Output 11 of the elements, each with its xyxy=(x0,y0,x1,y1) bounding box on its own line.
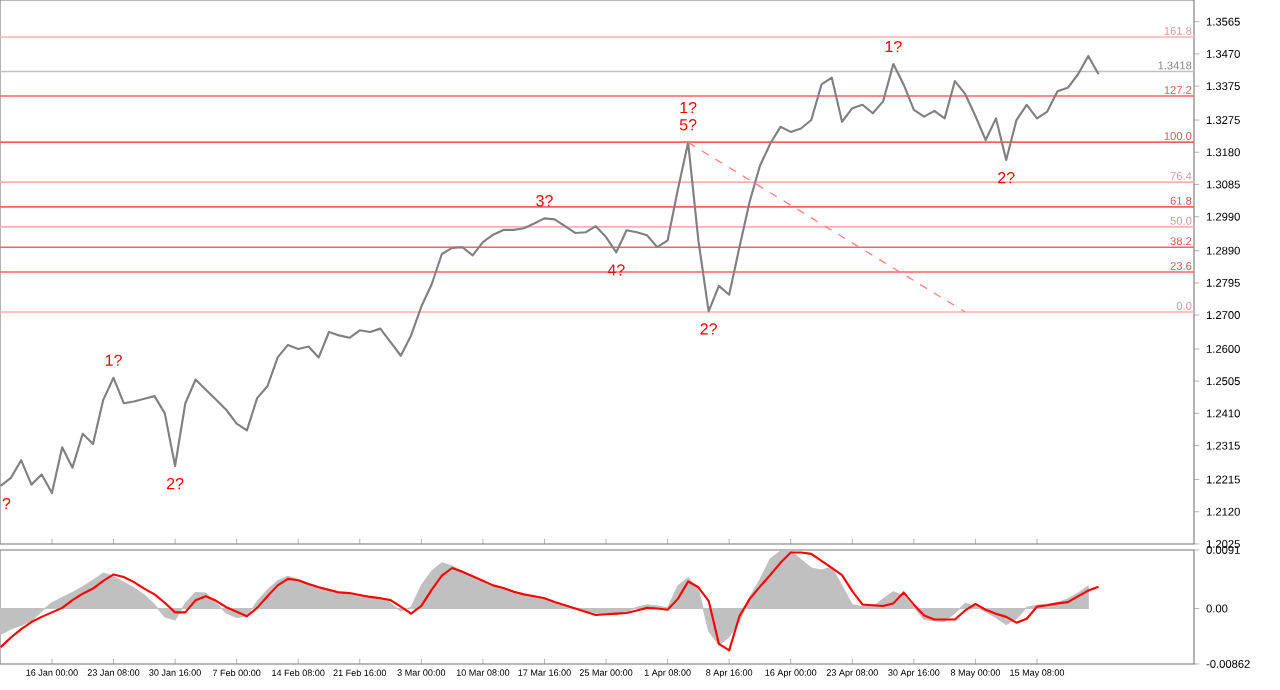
annotation: 3? xyxy=(536,195,553,207)
line-series xyxy=(0,54,1100,495)
annotation: 4? xyxy=(607,264,625,276)
annotation: 1? xyxy=(680,101,697,114)
annotation: 1? xyxy=(885,40,902,53)
annotation: 2? xyxy=(998,172,1015,184)
annotation: 5? xyxy=(679,119,697,131)
annotation: 2? xyxy=(700,323,717,335)
annotation: ? xyxy=(2,497,11,510)
annotation: 1? xyxy=(105,354,122,366)
annotation: 2? xyxy=(166,477,184,490)
